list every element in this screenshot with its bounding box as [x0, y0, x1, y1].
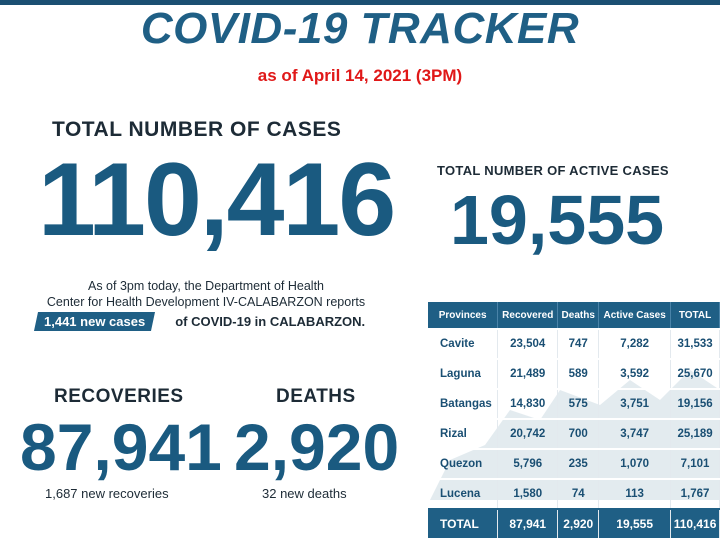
- total-active: 19,555: [598, 508, 672, 538]
- active-cases-value: 19,555: [450, 181, 665, 259]
- cell-deaths: 589: [557, 358, 600, 389]
- deaths-label: DEATHS: [276, 386, 356, 407]
- new-deaths: 32 new deaths: [262, 486, 347, 501]
- cell-total: 1,767: [670, 478, 720, 509]
- cell-total: 7,101: [670, 448, 720, 479]
- cell-active: 1,070: [598, 448, 672, 479]
- table-row: Quezon 5,796 235 1,070 7,101: [428, 448, 720, 479]
- cell-deaths: 747: [557, 328, 600, 359]
- as-of-date: as of April 14, 2021 (3PM): [257, 66, 463, 85]
- cell-recovered: 21,489: [497, 358, 559, 389]
- header-total: TOTAL: [670, 302, 720, 329]
- report-line-2: Center for Health Development IV-CALABAR…: [46, 295, 366, 309]
- total-cases-value: 110,416: [38, 142, 396, 258]
- table-row: Laguna 21,489 589 3,592 25,670: [428, 358, 720, 389]
- cell-total: 25,189: [670, 418, 720, 449]
- cell-recovered: 14,830: [497, 388, 559, 419]
- table-row: Cavite 23,504 747 7,282 31,533: [428, 328, 720, 359]
- active-cases-label: TOTAL NUMBER OF ACTIVE CASES: [437, 163, 669, 178]
- province-name: Laguna: [428, 358, 499, 389]
- total-label-cell: TOTAL: [428, 508, 499, 538]
- cell-active: 113: [598, 478, 672, 509]
- header-deaths: Deaths: [557, 302, 600, 329]
- cell-recovered: 23,504: [497, 328, 559, 359]
- table-total-row: TOTAL 87,941 2,920 19,555 110,416: [428, 508, 720, 538]
- province-name: Batangas: [428, 388, 499, 419]
- cell-deaths: 575: [557, 388, 600, 419]
- cell-recovered: 5,796: [497, 448, 559, 479]
- new-cases-row: 1,441 new cases of COVID-19 in CALABARZO…: [33, 312, 366, 331]
- table-row: Batangas 14,830 575 3,751 19,156: [428, 388, 720, 419]
- total-cases-label: TOTAL NUMBER OF CASES: [52, 118, 342, 141]
- cell-recovered: 20,742: [497, 418, 559, 449]
- province-table: Provinces Recovered Deaths Active Cases …: [428, 302, 720, 538]
- cell-active: 7,282: [598, 328, 672, 359]
- new-cases-text: 1,441 new cases: [44, 314, 146, 329]
- page-title: COVID-19 TRACKER: [140, 4, 580, 53]
- cell-active: 3,592: [598, 358, 672, 389]
- province-name: Lucena: [428, 478, 499, 509]
- total-recovered: 87,941: [497, 508, 559, 538]
- total-deaths: 2,920: [557, 508, 600, 538]
- province-name: Rizal: [428, 418, 499, 449]
- cell-total: 31,533: [670, 328, 720, 359]
- cell-deaths: 235: [557, 448, 600, 479]
- recoveries-value: 87,941: [20, 410, 222, 484]
- header-recovered: Recovered: [497, 302, 559, 329]
- report-line-1: As of 3pm today, the Department of Healt…: [87, 279, 324, 293]
- cell-total: 19,156: [670, 388, 720, 419]
- header-provinces: Provinces: [428, 302, 499, 329]
- table-row: Rizal 20,742 700 3,747 25,189: [428, 418, 720, 449]
- header-active: Active Cases: [598, 302, 672, 329]
- cell-recovered: 1,580: [497, 478, 559, 509]
- province-name: Cavite: [428, 328, 499, 359]
- cell-total: 25,670: [670, 358, 720, 389]
- province-name: Quezon: [428, 448, 499, 479]
- total-total: 110,416: [670, 508, 720, 538]
- table-header-row: Provinces Recovered Deaths Active Cases …: [428, 302, 720, 329]
- recoveries-label: RECOVERIES: [54, 386, 184, 407]
- table-row: Lucena 1,580 74 113 1,767: [428, 478, 720, 509]
- deaths-value: 2,920: [234, 410, 400, 484]
- new-recoveries: 1,687 new recoveries: [45, 486, 169, 501]
- cell-deaths: 700: [557, 418, 600, 449]
- cell-deaths: 74: [557, 478, 600, 509]
- new-cases-badge: 1,441 new cases: [33, 312, 156, 331]
- new-cases-tail: of COVID-19 in CALABARZON.: [175, 314, 366, 329]
- report-text: As of 3pm today, the Department of Healt…: [20, 278, 392, 310]
- cell-active: 3,751: [598, 388, 672, 419]
- top-rule: [0, 0, 720, 5]
- cell-active: 3,747: [598, 418, 672, 449]
